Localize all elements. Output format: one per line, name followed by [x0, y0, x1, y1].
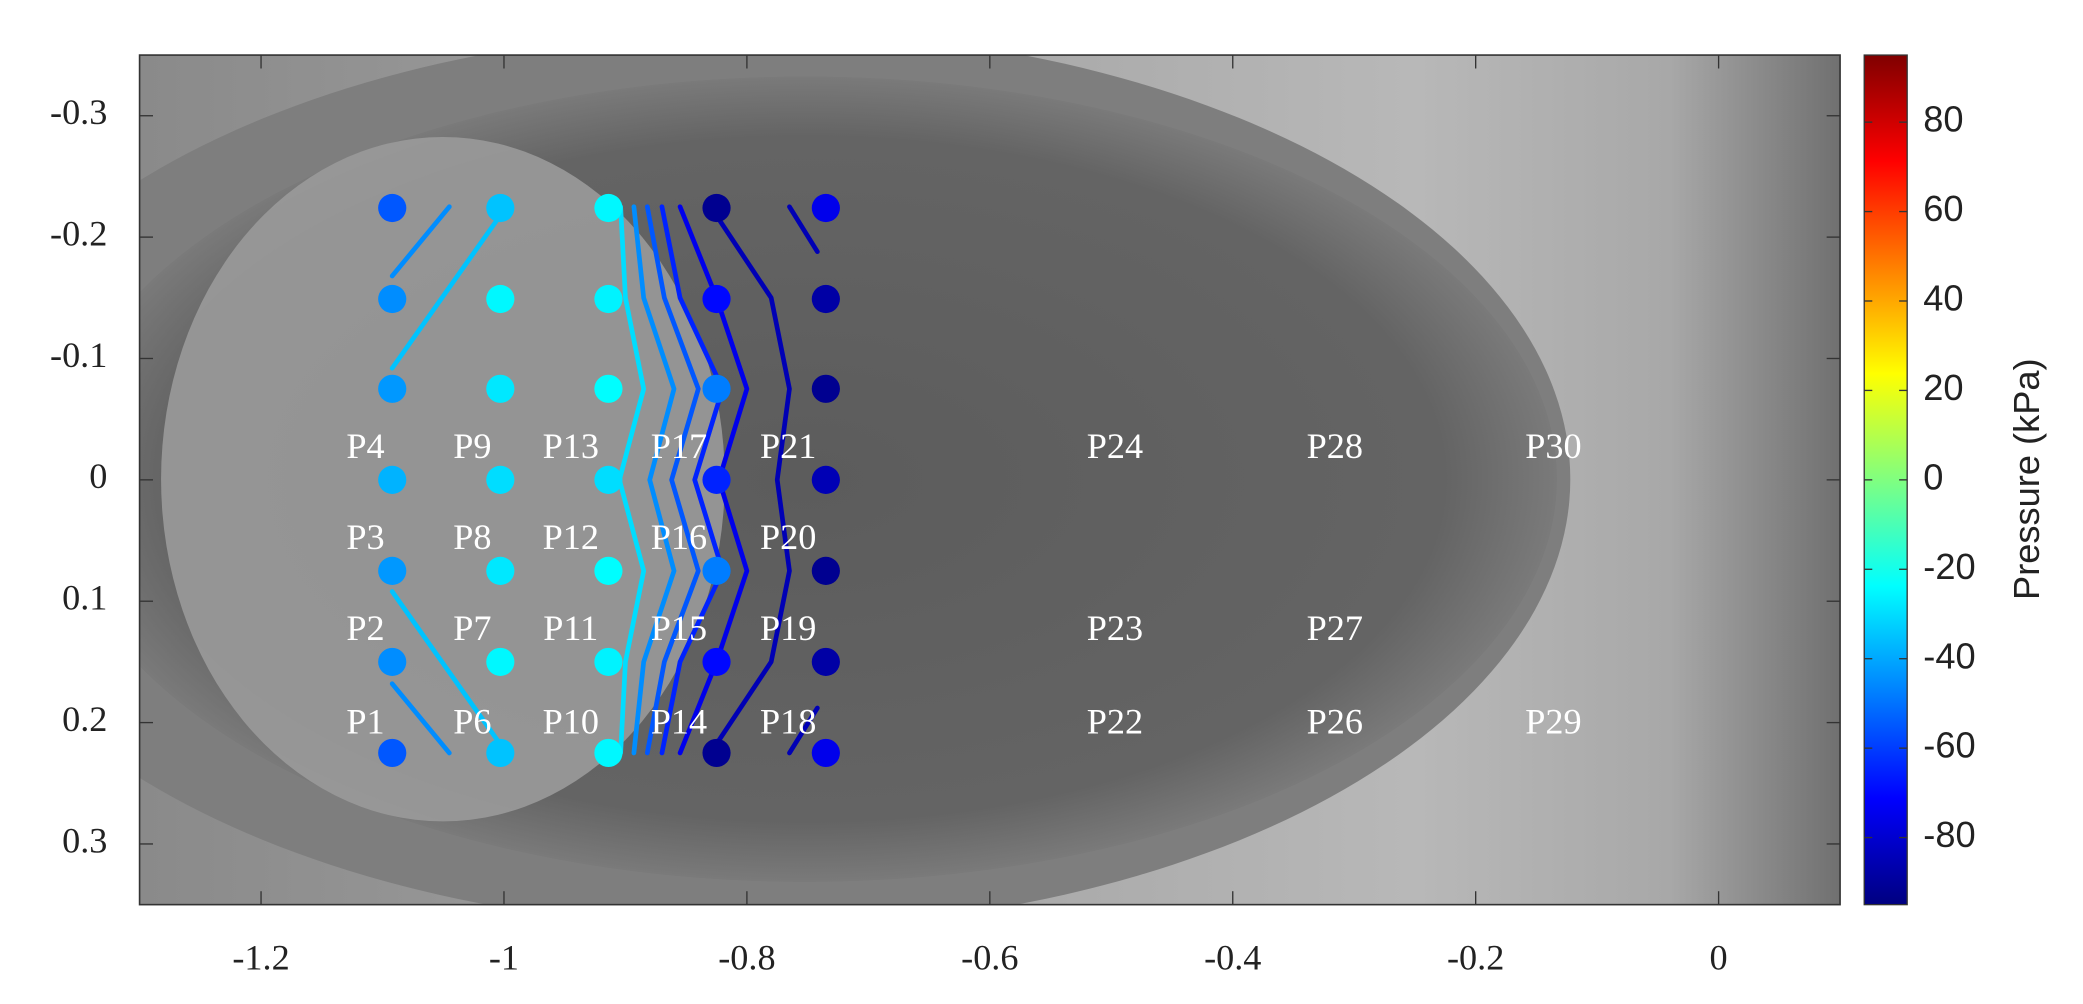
sensor-label: P6	[453, 701, 491, 741]
sensor-point	[378, 556, 407, 585]
sensor-point	[486, 284, 515, 314]
sensor-point	[594, 284, 623, 314]
background-image	[139, 55, 1841, 905]
x-tick-label: -0.8	[718, 937, 775, 977]
sensor-label: P24	[1087, 426, 1143, 466]
sensor-point	[378, 465, 407, 494]
sensor-point	[702, 556, 731, 585]
sensor-label: P10	[543, 701, 599, 741]
sensor-point	[486, 374, 515, 403]
contour-line	[389, 212, 503, 747]
colorbar-tick-label: -80	[1923, 814, 1975, 855]
y-tick-label: -0.2	[50, 213, 107, 253]
colorbar-tick-label: -20	[1923, 546, 1975, 587]
contour-line	[787, 204, 820, 756]
sensor-point	[378, 193, 407, 223]
sensor-point	[702, 738, 731, 768]
x-tick-label: -0.6	[961, 937, 1018, 977]
sensor-label: P19	[760, 608, 816, 648]
sensor-point	[702, 647, 731, 676]
plot-area: P1 P2 P3 P4 P6 P7 P8 P9 P10 P11 P12 P13 P14 P15 P16 P17…	[346, 193, 1582, 768]
sensor-label: P21	[760, 426, 816, 466]
sensor-point	[811, 284, 840, 314]
colorbar-tick-label: -40	[1923, 635, 1975, 676]
sensor-label: P20	[760, 517, 816, 557]
colorbar-tick-label: 0	[1923, 456, 1943, 497]
sensor-label: P16	[651, 517, 707, 557]
colorbar-tick-label: 40	[1923, 278, 1963, 319]
sensor-label: P18	[760, 701, 816, 741]
sensor-point	[486, 556, 515, 585]
x-tick-label: -0.4	[1204, 937, 1261, 977]
sensor-label: P26	[1307, 701, 1363, 741]
sensor-point	[378, 374, 407, 403]
sensor-label: P29	[1525, 701, 1581, 741]
x-tick-label: -1	[489, 937, 519, 977]
sensor-label: P2	[346, 608, 384, 648]
contour-line	[631, 204, 677, 756]
sensor-point	[811, 556, 840, 585]
sensor-point	[486, 465, 515, 494]
sensor-label: P22	[1087, 701, 1143, 741]
sensor-point	[594, 738, 623, 768]
colorbar-tick-label: -60	[1923, 725, 1975, 766]
sensor-point	[702, 374, 731, 403]
sensor-label: P12	[543, 517, 599, 557]
x-tick-label: 0	[1710, 937, 1728, 977]
sensor-point	[378, 284, 407, 314]
sensor-label: P4	[346, 426, 384, 466]
sensor-label: P27	[1307, 608, 1363, 648]
sensor-point	[486, 193, 515, 223]
sensor-label: P3	[346, 517, 384, 557]
sensor-point	[811, 738, 840, 768]
colorbar-tick-label: 80	[1923, 99, 1963, 140]
contour-line	[708, 204, 792, 756]
y-tick-label: 0.2	[62, 699, 107, 739]
sensor-point	[594, 647, 623, 676]
sensor-label: P17	[651, 426, 707, 466]
sensor-label: P1	[346, 701, 384, 741]
y-tick-label: -0.1	[50, 335, 107, 375]
contour-line	[659, 204, 725, 756]
y-tick-label: 0.1	[62, 578, 107, 618]
sensor-label: P14	[651, 701, 707, 741]
sensor-point	[594, 374, 623, 403]
sensor-point	[378, 647, 407, 676]
sensor-point	[811, 465, 840, 494]
colorbar-label: Pressure (kPa)	[2006, 358, 2047, 600]
colorbar-tick-label: 60	[1923, 188, 1963, 229]
sensor-label: P23	[1087, 608, 1143, 648]
sensor-point	[486, 647, 515, 676]
sensor-point	[702, 284, 731, 314]
contour-line	[644, 204, 701, 756]
sensor-label: P9	[453, 426, 491, 466]
colorbar-tick-label: 20	[1923, 367, 1963, 408]
sensor-point	[702, 465, 731, 494]
sensor-point	[811, 647, 840, 676]
y-tick-label: 0	[89, 456, 107, 496]
sensor-label: P15	[651, 608, 707, 648]
sensor-point	[594, 193, 623, 223]
sensor-point	[378, 738, 407, 768]
contour-line	[389, 204, 452, 756]
sensor-point	[486, 738, 515, 768]
sensor-point	[594, 465, 623, 494]
sensor-label: P11	[543, 608, 598, 648]
sensor-point	[811, 193, 840, 223]
sensor-point	[702, 193, 731, 223]
sensor-label: P8	[453, 517, 491, 557]
sensor-label: P13	[543, 426, 599, 466]
x-tick-label: -1.2	[232, 937, 289, 977]
sensor-label: P7	[453, 608, 491, 648]
sensor-label: P28	[1307, 426, 1363, 466]
y-tick-label: 0.3	[62, 820, 107, 860]
x-tick-label: -0.2	[1447, 937, 1504, 977]
sensor-point	[811, 374, 840, 403]
sensor-label: P30	[1525, 426, 1581, 466]
y-tick-label: -0.3	[50, 92, 107, 132]
sensor-point	[594, 556, 623, 585]
